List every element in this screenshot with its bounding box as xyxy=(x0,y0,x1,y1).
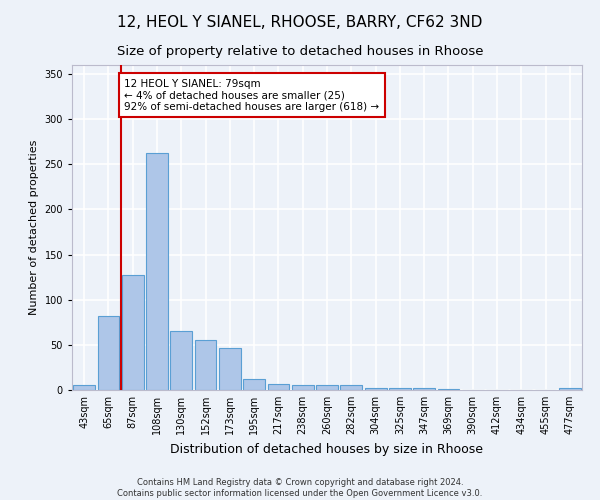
Bar xyxy=(413,388,435,390)
Bar xyxy=(437,389,460,390)
Bar xyxy=(97,316,119,390)
Bar xyxy=(243,379,265,390)
Text: Contains HM Land Registry data © Crown copyright and database right 2024.
Contai: Contains HM Land Registry data © Crown c… xyxy=(118,478,482,498)
Bar xyxy=(146,154,168,390)
Bar xyxy=(389,388,411,390)
Y-axis label: Number of detached properties: Number of detached properties xyxy=(29,140,39,315)
Bar xyxy=(73,386,95,390)
Bar xyxy=(122,276,143,390)
Text: Size of property relative to detached houses in Rhoose: Size of property relative to detached ho… xyxy=(117,45,483,58)
Text: 12, HEOL Y SIANEL, RHOOSE, BARRY, CF62 3ND: 12, HEOL Y SIANEL, RHOOSE, BARRY, CF62 3… xyxy=(118,15,482,30)
Bar xyxy=(219,348,241,390)
Bar xyxy=(170,332,192,390)
Bar xyxy=(559,388,581,390)
Bar xyxy=(292,384,314,390)
Bar xyxy=(194,340,217,390)
Text: 12 HEOL Y SIANEL: 79sqm
← 4% of detached houses are smaller (25)
92% of semi-det: 12 HEOL Y SIANEL: 79sqm ← 4% of detached… xyxy=(124,78,379,112)
Bar xyxy=(365,388,386,390)
Bar xyxy=(268,384,289,390)
Bar xyxy=(340,386,362,390)
X-axis label: Distribution of detached houses by size in Rhoose: Distribution of detached houses by size … xyxy=(170,442,484,456)
Bar xyxy=(316,386,338,390)
